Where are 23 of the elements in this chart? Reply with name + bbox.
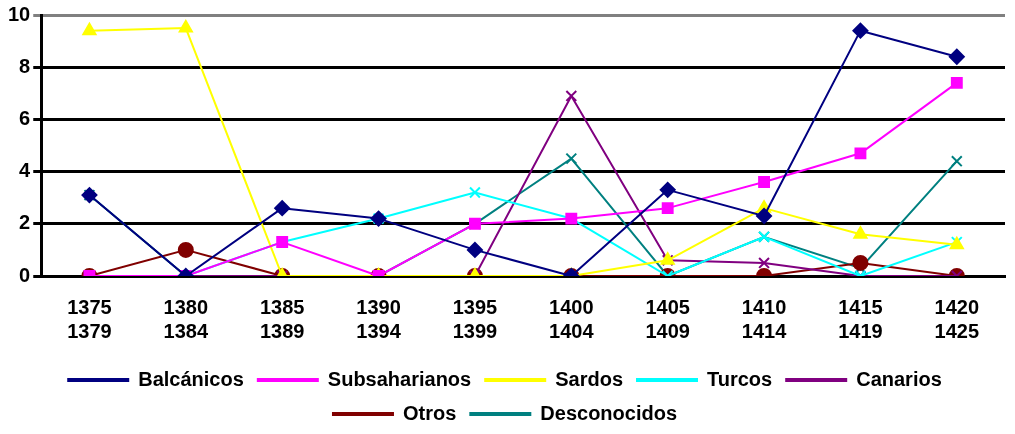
x-tick-label: 1380 1384 <box>163 295 209 342</box>
x-tick-label: 1385 1389 <box>259 295 305 342</box>
x-tick-label: 1375 1379 <box>67 295 112 342</box>
y-tick-label: 2 <box>19 211 31 234</box>
y-tick-label: 8 <box>19 54 31 77</box>
y-tick-label: 0 <box>19 263 31 286</box>
legend-label: Otros <box>402 401 457 424</box>
legend-label: Desconocidos <box>540 401 678 424</box>
x-tick-label: 1420 1425 <box>934 295 980 342</box>
y-tick-label: 6 <box>19 106 31 129</box>
y-tick-label: 4 <box>19 159 32 182</box>
x-tick-label: 1395 1399 <box>452 295 498 342</box>
legend-label: Turcos <box>707 367 773 390</box>
x-tick-label: 1390 1394 <box>356 295 402 342</box>
x-tick-label: 1405 1409 <box>645 295 690 342</box>
y-tick-label: 10 <box>8 2 31 25</box>
legend-label: Canarios <box>856 367 942 390</box>
x-tick-label: 1410 1414 <box>741 295 788 342</box>
x-tick-label: 1400 1404 <box>549 295 595 342</box>
x-tick-label: 1415 1419 <box>838 295 883 342</box>
legend-label: Sardos <box>555 367 624 390</box>
legend-label: Subsaharianos <box>327 367 472 390</box>
legend-label: Balcánicos <box>138 367 244 390</box>
